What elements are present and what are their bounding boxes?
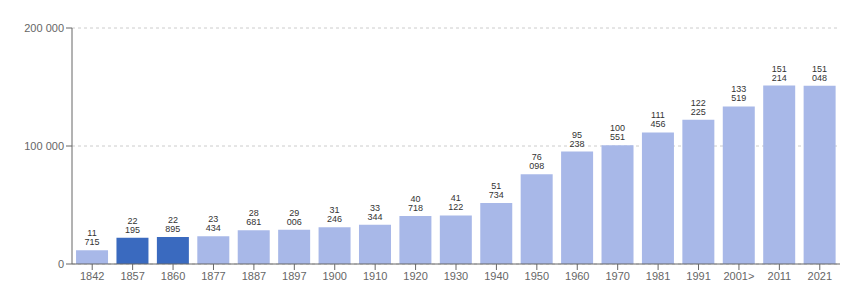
svg-text:133519: 133519 bbox=[731, 84, 746, 103]
svg-text:95238: 95238 bbox=[570, 130, 585, 149]
svg-text:29006: 29006 bbox=[287, 208, 302, 227]
svg-text:151048: 151048 bbox=[812, 64, 827, 83]
svg-text:2021: 2021 bbox=[808, 270, 832, 282]
svg-text:1970: 1970 bbox=[605, 270, 629, 282]
svg-text:1910: 1910 bbox=[363, 270, 387, 282]
svg-text:23434: 23434 bbox=[206, 214, 221, 233]
svg-text:1842: 1842 bbox=[80, 270, 104, 282]
svg-text:1930: 1930 bbox=[444, 270, 468, 282]
svg-text:1950: 1950 bbox=[525, 270, 549, 282]
svg-text:1877: 1877 bbox=[201, 270, 225, 282]
svg-text:151214: 151214 bbox=[772, 64, 787, 83]
svg-text:1940: 1940 bbox=[484, 270, 508, 282]
svg-text:31246: 31246 bbox=[327, 205, 342, 224]
svg-text:100 000: 100 000 bbox=[24, 140, 64, 152]
svg-text:200 000: 200 000 bbox=[24, 22, 64, 34]
svg-text:22195: 22195 bbox=[125, 216, 140, 235]
svg-text:11715: 11715 bbox=[85, 228, 100, 247]
svg-text:1981: 1981 bbox=[646, 270, 670, 282]
svg-text:0: 0 bbox=[58, 258, 64, 270]
svg-text:2011: 2011 bbox=[768, 270, 792, 282]
svg-text:2001>: 2001> bbox=[723, 270, 754, 282]
svg-text:1920: 1920 bbox=[403, 270, 427, 282]
svg-text:1897: 1897 bbox=[282, 270, 306, 282]
svg-text:28681: 28681 bbox=[246, 208, 261, 227]
svg-text:40718: 40718 bbox=[408, 194, 423, 213]
svg-text:100551: 100551 bbox=[610, 123, 625, 142]
svg-text:76098: 76098 bbox=[529, 152, 544, 171]
svg-text:1960: 1960 bbox=[565, 270, 589, 282]
svg-text:1860: 1860 bbox=[161, 270, 185, 282]
svg-text:33344: 33344 bbox=[367, 203, 382, 222]
svg-text:1900: 1900 bbox=[322, 270, 346, 282]
svg-text:1887: 1887 bbox=[242, 270, 266, 282]
svg-text:111456: 111456 bbox=[650, 110, 665, 129]
svg-text:41122: 41122 bbox=[448, 193, 463, 212]
svg-text:1991: 1991 bbox=[686, 270, 710, 282]
svg-text:122225: 122225 bbox=[691, 98, 706, 117]
svg-text:22895: 22895 bbox=[165, 215, 180, 234]
svg-text:1857: 1857 bbox=[120, 270, 144, 282]
svg-text:51734: 51734 bbox=[489, 181, 504, 200]
